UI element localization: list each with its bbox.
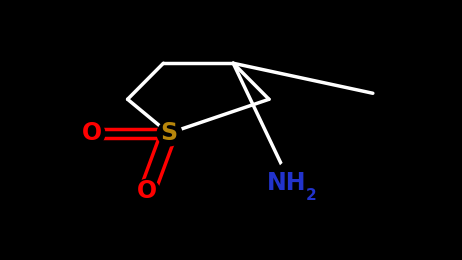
Text: NH: NH [267, 171, 307, 195]
Text: O: O [82, 121, 102, 145]
Text: O: O [137, 179, 158, 203]
Text: 2: 2 [306, 188, 316, 203]
Text: S: S [160, 121, 177, 145]
